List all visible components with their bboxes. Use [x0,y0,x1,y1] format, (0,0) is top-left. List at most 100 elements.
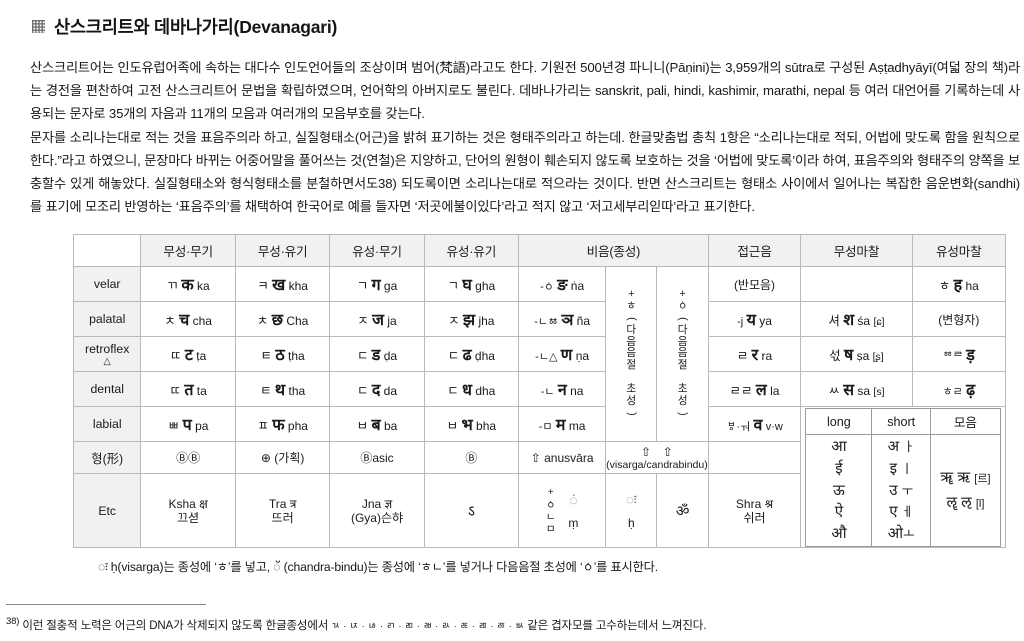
cell-visarga: ः ḥ [605,473,658,549]
hangul-ttha: ㅌ [260,349,273,364]
vowel-header-row: long short 모음 [805,408,1002,436]
cell-ya: -j य ya [707,301,802,338]
cell-gha: ㄱ घ gha [423,266,520,303]
header-blank [72,234,142,268]
cell-ssha: 섟 ष ṣa [ʂ] [800,336,913,373]
jna-line2: (Gya)슨햐 [350,510,404,525]
cell-cha: ㅊ च cha [140,301,236,338]
tra-line2: 뜨러 [271,510,294,525]
devanagari-jha: झ [463,312,476,330]
cell-tta: ㄸ ट ṭa [140,336,236,373]
cell-ddha: ㄷ ढ ḍha [423,336,520,373]
roman-jha: jha [478,314,495,329]
devanagari-gha: घ [462,277,472,295]
roman-kha: kha [288,279,308,294]
rowhead-etc: Etc [72,473,142,549]
hangul-sa: ㅆ [828,384,840,399]
hangul-ga: ㄱ [356,279,369,294]
vowel-long-uu: ऊ [833,481,845,499]
hangul-pha: ㅍ [257,419,269,434]
anusvara-hangul-stack: + ㆁ ㄴ ㅁ [545,486,556,536]
vertical-note-h: (다 음 음 절 초 성) [626,317,639,416]
devanagari-dda-nukta: ड़ [966,347,975,365]
devanagari-ha: ह [953,277,963,295]
hangul-ba: ㅂ [356,419,369,434]
paragraph-2: 문자를 소리나는대로 적는 것을 표음주의라 하고, 실질형태소(어근)을 밝혀… [30,129,1020,215]
vowel-short-e: ए ㅔ [889,503,914,521]
hangul-ma: -ㅁ [538,421,553,434]
devanagari-la: ल [755,382,767,400]
cell-ksha: Ksha क्ष 끄셛 [140,473,236,549]
letter-yesieung: ㆁ [677,300,688,313]
header-nasal: 비음(종성) [518,234,709,268]
vowel-long-ii: ई [835,459,843,477]
devanagari-kha: ख [272,277,286,295]
hangul-gha: ㄱ [447,279,459,294]
ipa-sha: [ɕ] [873,316,885,329]
vertical-col-h: + ㅎ (다 음 음 절 초 성) [605,266,658,443]
roman-ttha: ṭha [288,349,305,364]
ipa-ssha: [ʂ] [872,351,884,364]
roman-ja: ja [387,314,397,329]
vowel-short-column: अ ㅏ इ ㅣ उ ㅜ ए ㅔ ओㅗ [871,434,931,547]
hangul-chha: ㅊ [256,314,269,329]
hangul-bha: ㅂ [446,419,459,434]
cell-kha: ㅋ ख kha [234,266,331,303]
devanagari-table: 무성·무기 무성·유기 유성·무기 유성·유기 비음(종성) 접근음 무성마찰 … [72,234,1007,549]
cell-pa: ㅃ प pa [140,406,236,443]
rowhead-shape: 형(形) [72,441,142,475]
roman-sa: sa [857,384,871,399]
vowel-body-row: आ ई ऊ ऐ औ अ ㅏ इ ㅣ उ ㅜ ए ㅔ [805,434,1002,547]
shra-line1: Shra श्र [735,496,774,511]
cell-visarga-candrabindu: ⇧ ⇧ (visarga/candrabindu) [605,441,709,475]
cell-jna: Jna ज्ञ (Gya)슨햐 [329,473,425,549]
hangul-da: ㄷ [356,384,369,399]
vertical-note-ng: (다 음 음 절 초 성) [677,317,690,416]
devanagari-va: व [753,417,763,435]
roman-dha: dha [475,384,496,399]
anusvara-symbol: ं [569,491,578,508]
roman-nya: ña [576,314,591,329]
cell-ddha-nukta: ㅎㄹ ढ़ [911,371,1007,408]
shra-line2: 쉬러 [743,510,766,525]
hangul-nga: -ㆁ [540,281,554,294]
roman-bha: bha [476,419,497,434]
roman-dda: ḍa [383,349,398,364]
anusvara-symbol-group: ं ṃ [568,492,578,531]
ipa-sa: [s] [873,386,885,399]
devanagari-ma: म [555,417,566,435]
devanagari-ga: ग [371,277,381,295]
cell-jha: ㅈ झ jha [423,301,520,338]
hangul-jha: ㅈ [448,314,460,329]
ksha-line1: Ksha क्ष [168,496,208,511]
roman-ma: ma [568,419,586,434]
hangul-ra: ㄹ [736,349,749,364]
vowel-header-long: long [805,408,873,436]
roman-ga: ga [383,279,398,294]
table-row-shape: 형(形) ⒷⒷ ⊕ (가획) Ⓑasic Ⓑ ⇧ anusvāra ⇧ ⇧ (v… [72,441,1006,475]
hangul-ja: ㅈ [357,314,369,329]
ksha-line2: 끄셛 [177,510,200,525]
roman-sha: śa [857,314,871,329]
cell-semivowel-label: (반모음) [707,266,802,303]
vowel-extra-column: ॠ ऋ [르] ॡ ऌ [l] [929,434,1002,547]
devanagari-nga: ङ [557,277,568,295]
devanagari-ja: ज [372,312,385,330]
cell-ta: ㄸ त ta [140,371,236,408]
cell-tha: ㅌ थ tha [234,371,331,408]
cell-ha: ㅎ ह ha [911,266,1007,303]
devanagari-bha: भ [461,417,473,435]
devanagari-nna: ण [560,347,573,365]
table-row-retroflex: retroflex △ ㄸ ट ṭa ㅌ ठ ṭha ㄷ ड ḍa [72,336,1007,373]
devanagari-dha: ध [462,382,472,400]
roman-pa: pa [195,419,209,434]
vertical-col-ng: + ㆁ (다 음 음 절 초 성) [656,266,709,443]
hangul-ka: ㄲ [166,279,179,294]
vowel-long-ai: ऐ [834,503,844,521]
cell-shape-3: Ⓑasic [329,441,425,475]
vowel-table: long short 모음 आ ई ऊ ऐ औ [805,408,1002,547]
cell-sa: ㅆ स sa [s] [800,371,913,408]
cell-shape-4: Ⓑ [423,441,520,475]
vowel-table-host: long short 모음 आ ई ऊ ऐ औ [800,406,1006,549]
